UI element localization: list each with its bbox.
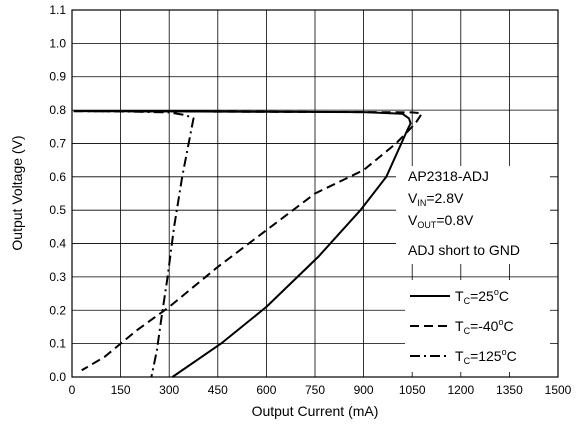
legend-label-neg40c: TC=-40oC	[455, 317, 514, 336]
x-tick-label: 750	[305, 383, 325, 397]
y-tick-label: 1.1	[49, 3, 66, 17]
annotation-part-number: AP2318-ADJ	[408, 168, 489, 184]
y-tick-label: 1.0	[49, 36, 66, 50]
series-line-dashed	[73, 110, 423, 372]
annotation-vin: VIN=2.8V	[408, 190, 464, 208]
annotation-condition: ADJ short to GND	[408, 242, 520, 258]
legend-label-25c: TC=25oC	[455, 287, 509, 306]
annotation-vout: VOUT=0.8V	[408, 212, 474, 230]
series-line-solid	[73, 110, 412, 378]
x-tick-label: 1500	[545, 383, 572, 397]
y-tick-label: 0.8	[49, 103, 66, 117]
x-tick-label: 450	[208, 383, 228, 397]
x-tick-label: 1350	[496, 383, 523, 397]
y-tick-label: 0.2	[49, 303, 66, 317]
y-tick-labels: 0.0 0.1 0.2 0.3 0.4 0.5 0.6 0.7 0.8 0.9 1.0 1.1	[49, 3, 66, 384]
y-tick-label: 0.9	[49, 70, 66, 84]
y-tick-label: 0.7	[49, 136, 66, 150]
x-tick-label: 600	[256, 383, 276, 397]
data-series	[73, 110, 423, 378]
x-tick-label: 1050	[399, 383, 426, 397]
y-tick-label: 0.0	[49, 370, 66, 384]
y-tick-label: 0.4	[49, 237, 66, 251]
annotation-background	[396, 166, 550, 264]
x-tick-label: 150	[111, 383, 131, 397]
y-tick-label: 0.6	[49, 170, 66, 184]
y-axis-label: Output Voltage (V)	[9, 135, 25, 250]
x-tick-label: 1200	[447, 383, 474, 397]
y-tick-label: 0.1	[49, 337, 66, 351]
legend-label-125c: TC=125oC	[455, 347, 517, 366]
annotation-block: AP2318-ADJ VIN=2.8V VOUT=0.8V ADJ short …	[396, 166, 550, 264]
x-tick-label: 900	[354, 383, 374, 397]
x-tick-label: 300	[159, 383, 179, 397]
y-tick-label: 0.3	[49, 270, 66, 284]
x-tick-labels: 0 150 300 450 600 750 900 1050 1200 1350 1500	[69, 383, 572, 397]
y-tick-label: 0.5	[49, 203, 66, 217]
x-axis-label: Output Current (mA)	[252, 403, 379, 419]
legend: TC=25oC TC=-40oC TC=125oC	[405, 280, 550, 372]
x-tick-label: 0	[69, 383, 76, 397]
series-line-dashdot	[73, 110, 195, 378]
plot-area-border	[71, 9, 559, 378]
